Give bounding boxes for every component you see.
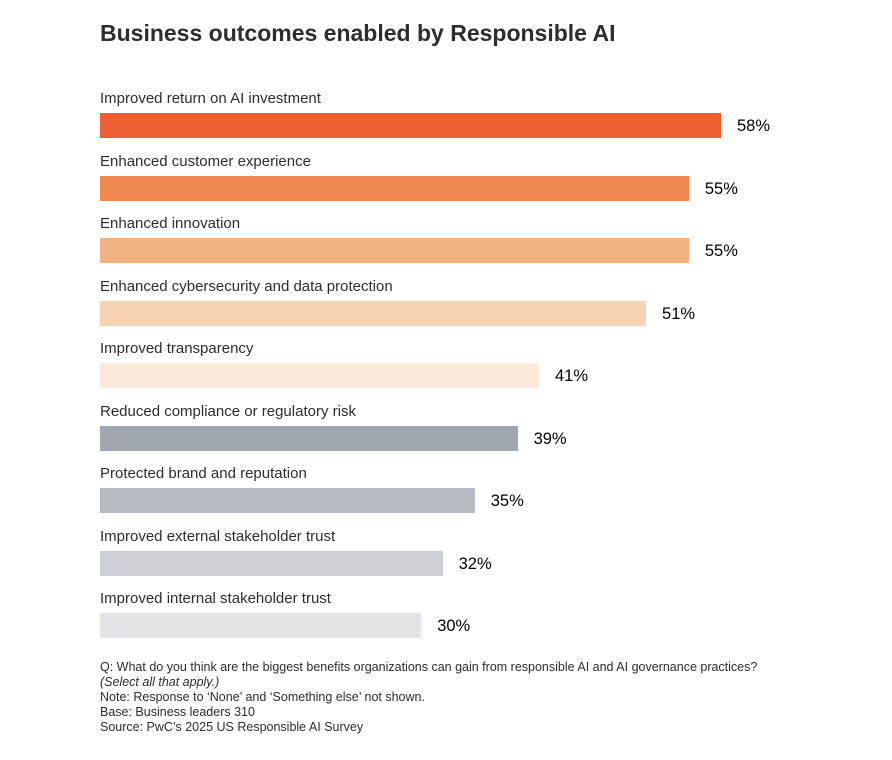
category-label: Improved return on AI investment bbox=[100, 90, 321, 107]
bar-row: Improved external stakeholder trust 32% bbox=[0, 518, 892, 580]
category-label: Improved internal stakeholder trust bbox=[100, 590, 331, 607]
base-text: Base: Business leaders 310 bbox=[100, 705, 255, 719]
bar bbox=[100, 113, 721, 138]
value-label: 51% bbox=[662, 304, 696, 323]
note-text: Note: Response to ‘None’ and ‘Something … bbox=[100, 690, 425, 704]
value-label: 55% bbox=[704, 242, 738, 260]
bar-chart: Improved return on AI investment 58% Enhan… bbox=[0, 80, 892, 650]
category-label: Enhanced innovation bbox=[100, 215, 241, 232]
bar bbox=[100, 425, 518, 451]
bar bbox=[100, 175, 689, 201]
bar-row: Protected brand and reputation 35% bbox=[0, 455, 892, 517]
category-label: Enhanced customer experience bbox=[100, 152, 311, 170]
bar bbox=[100, 238, 689, 263]
bar-row: Reduced compliance or regulatory risk 39% bbox=[0, 393, 892, 455]
category-label: Reduced compliance or regulatory risk bbox=[100, 402, 356, 420]
bar-row: Enhanced cybersecurity and data protecti… bbox=[0, 268, 892, 330]
bar bbox=[100, 488, 475, 513]
category-label: Protected brand and reputation bbox=[100, 465, 307, 482]
survey-instruction: (Select all that apply.) bbox=[100, 675, 220, 689]
bar bbox=[100, 613, 422, 638]
value-label: 58% bbox=[737, 117, 771, 135]
bar bbox=[100, 300, 647, 326]
category-label: Improved external stakeholder trust bbox=[100, 527, 336, 545]
bar-row: Enhanced customer experience 55% bbox=[0, 143, 892, 205]
bar-row: Enhanced innovation 55% bbox=[0, 205, 892, 267]
value-label: 30% bbox=[437, 617, 471, 635]
bar bbox=[100, 550, 443, 576]
category-label: Improved transparency bbox=[100, 340, 254, 357]
source-text: Source: PwC’s 2025 US Responsible AI Sur… bbox=[100, 720, 364, 734]
bar-row: Improved return on AI investment 58% bbox=[0, 80, 892, 142]
survey-question: Q: What do you think are the biggest ben… bbox=[100, 660, 758, 674]
value-label: 39% bbox=[533, 429, 567, 448]
chart-notes: Q: What do you think are the biggest ben… bbox=[100, 660, 757, 735]
chart-title: Business outcomes enabled by Responsible… bbox=[100, 20, 616, 46]
value-label: 41% bbox=[554, 367, 588, 385]
bar-row: Improved transparency 41% bbox=[0, 330, 892, 392]
bar-row: Improved internal stakeholder trust 30% bbox=[0, 580, 892, 642]
value-label: 32% bbox=[458, 554, 492, 573]
value-label: 55% bbox=[704, 179, 738, 198]
bar bbox=[100, 363, 539, 388]
value-label: 35% bbox=[490, 492, 524, 510]
category-label: Enhanced cybersecurity and data protecti… bbox=[100, 277, 393, 295]
